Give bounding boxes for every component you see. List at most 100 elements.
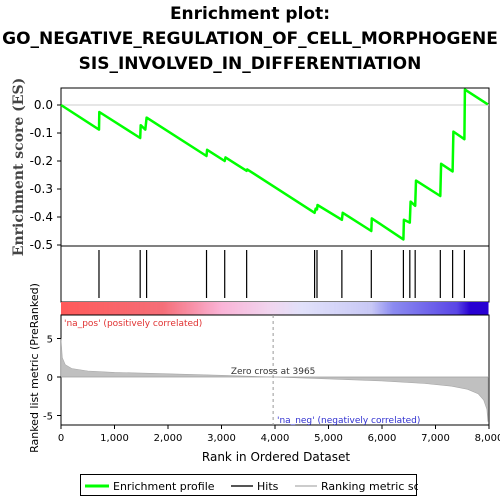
color-bar-segment	[429, 302, 431, 315]
color-bar-segment	[339, 302, 341, 315]
color-bar-segment	[371, 302, 373, 315]
color-bar-segment	[130, 302, 133, 315]
color-bar-segment	[340, 302, 342, 315]
color-bar-segment	[264, 302, 266, 315]
color-bar-segment	[61, 302, 63, 315]
color-bar-segment	[169, 302, 171, 315]
xtick-label: 1,000	[100, 433, 129, 444]
xtick-label: 0	[58, 433, 64, 444]
color-bar-segment	[358, 302, 361, 315]
color-bar-segment	[342, 302, 345, 315]
color-bar-segment	[105, 302, 108, 315]
color-bar-segment	[194, 302, 197, 315]
color-bar-segment	[175, 302, 178, 315]
color-bar-segment	[461, 302, 463, 315]
color-bar-segment	[455, 302, 458, 315]
color-bar-segment	[476, 302, 478, 315]
color-bar-segment	[447, 302, 449, 315]
color-bar-segment	[400, 302, 402, 315]
color-bar-segment	[293, 302, 295, 315]
color-bar-segment	[406, 302, 409, 315]
x-axis: 0 1,000 2,000 3,000 4,000 5,000 6,000 7,000 8,00…	[58, 425, 500, 464]
color-bar-segment	[302, 302, 305, 315]
color-bar-segment	[67, 302, 70, 315]
color-bar-segment	[207, 302, 210, 315]
color-bar-segment	[97, 302, 100, 315]
color-bar-segment	[394, 302, 397, 315]
color-bar-segment	[375, 302, 378, 315]
color-bar-segment	[216, 302, 218, 315]
xtick-label: 3,000	[207, 433, 236, 444]
color-bar-segment	[83, 302, 86, 315]
color-bar-segment	[202, 302, 204, 315]
color-bar-segment	[204, 302, 207, 315]
color-bar-segment	[70, 302, 73, 315]
color-bar-segment	[154, 302, 156, 315]
color-bar-segment	[460, 302, 462, 315]
color-bar-segment	[222, 302, 225, 315]
color-bar-segment	[357, 302, 360, 315]
color-bar-segment	[218, 302, 220, 315]
color-bar-segment	[332, 302, 335, 315]
color-bar-segment	[288, 302, 291, 315]
color-bar-segment	[243, 302, 246, 315]
color-bar-segment	[134, 302, 137, 315]
color-bar-segment	[217, 302, 219, 315]
color-bar-segment	[98, 302, 101, 315]
color-bar-segment	[470, 302, 473, 315]
color-bar-segment	[90, 302, 93, 315]
color-bar-segment	[151, 302, 154, 315]
color-bar-segment	[317, 302, 320, 315]
enrichment-profile-line	[60, 88, 489, 241]
color-bar-segment	[322, 302, 324, 315]
color-bar-segment	[275, 302, 277, 315]
color-bar-segment	[212, 302, 215, 315]
es-ytick-label: -0.5	[30, 238, 53, 252]
metric-frame	[60, 314, 490, 426]
color-bar-segment	[187, 302, 189, 315]
color-bar-segment	[469, 302, 472, 315]
color-bar-segment	[485, 302, 488, 315]
chart-title-line-1: Enrichment plot:	[169, 4, 331, 24]
color-bar-segment	[270, 302, 273, 315]
color-bar-segment	[445, 302, 447, 315]
color-bar-segment	[451, 302, 454, 315]
color-bar-segment	[143, 302, 146, 315]
color-bar-segment	[420, 302, 423, 315]
color-bar-segment	[173, 302, 176, 315]
color-bar-segment	[418, 302, 421, 315]
color-bar-segment	[214, 302, 216, 315]
color-bar-segment	[201, 302, 203, 315]
color-bar-segment	[219, 302, 222, 315]
color-bar-segment	[205, 302, 208, 315]
color-bar-segment	[248, 302, 250, 315]
color-bar-segment	[77, 302, 79, 315]
color-bar-segment	[206, 302, 209, 315]
color-bar-segment	[160, 302, 163, 315]
color-bar-segment	[444, 302, 446, 315]
color-bar-segment	[292, 302, 294, 315]
color-bar-segment	[87, 302, 90, 315]
color-bar-segment	[69, 302, 72, 315]
es-ytick-label: 0.0	[34, 98, 53, 112]
color-bar-segment	[433, 302, 436, 315]
color-bar-segment	[474, 302, 476, 315]
color-bar-segment	[441, 302, 444, 315]
color-bar-segment	[385, 302, 387, 315]
xtick-label: 4,000	[261, 433, 290, 444]
color-bar-segment	[193, 302, 196, 315]
color-bar-segment	[361, 302, 364, 315]
color-bar-segment	[434, 302, 437, 315]
color-bar-segment	[417, 302, 419, 315]
color-bar-segment	[401, 302, 403, 315]
neg-correlated-label: 'na_neg' (negatively correlated)	[277, 416, 420, 426]
es-ytick-label: -0.1	[30, 126, 53, 140]
color-bar-segment	[438, 302, 441, 315]
color-bar-segment	[442, 302, 445, 315]
color-bar-segment	[386, 302, 388, 315]
color-bar-segment	[478, 302, 480, 315]
color-bar-segment	[396, 302, 399, 315]
color-bar-segment	[477, 302, 479, 315]
color-bar-segment	[200, 302, 202, 315]
color-bar-segment	[163, 302, 166, 315]
